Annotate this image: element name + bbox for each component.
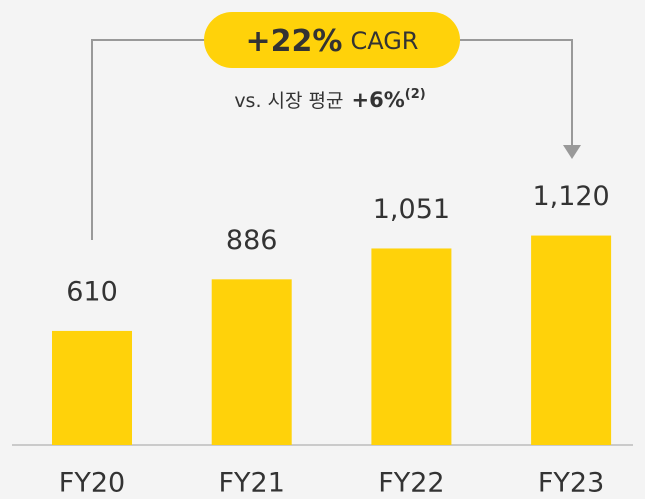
x-tick-label: FY23 [538,468,604,499]
comparison-value: +6% [352,88,405,112]
comparison-label: vs. 시장 평균 [234,90,343,112]
bracket-right [460,39,573,148]
value-label: 886 [226,225,278,256]
bar [211,279,292,445]
bar [531,235,612,445]
value-label: 610 [66,276,118,307]
x-tick-label: FY21 [219,468,285,499]
cagr-label: CAGR [350,27,418,55]
cagr-pill [204,12,460,68]
cagr-value: +22% [246,24,343,59]
arrow-head [563,145,581,159]
cagr-text: +22% CAGR [246,24,419,59]
value-label: 1,051 [373,194,450,225]
footnote: (2) [405,87,426,102]
x-tick-label: FY20 [59,468,125,499]
comparison-text: vs. 시장 평균 +6%(2) [234,87,425,113]
x-tick-label: FY22 [378,468,444,499]
bar [52,330,132,445]
bar [371,248,452,445]
value-label: 1,120 [532,181,609,212]
bracket-left [91,39,205,240]
